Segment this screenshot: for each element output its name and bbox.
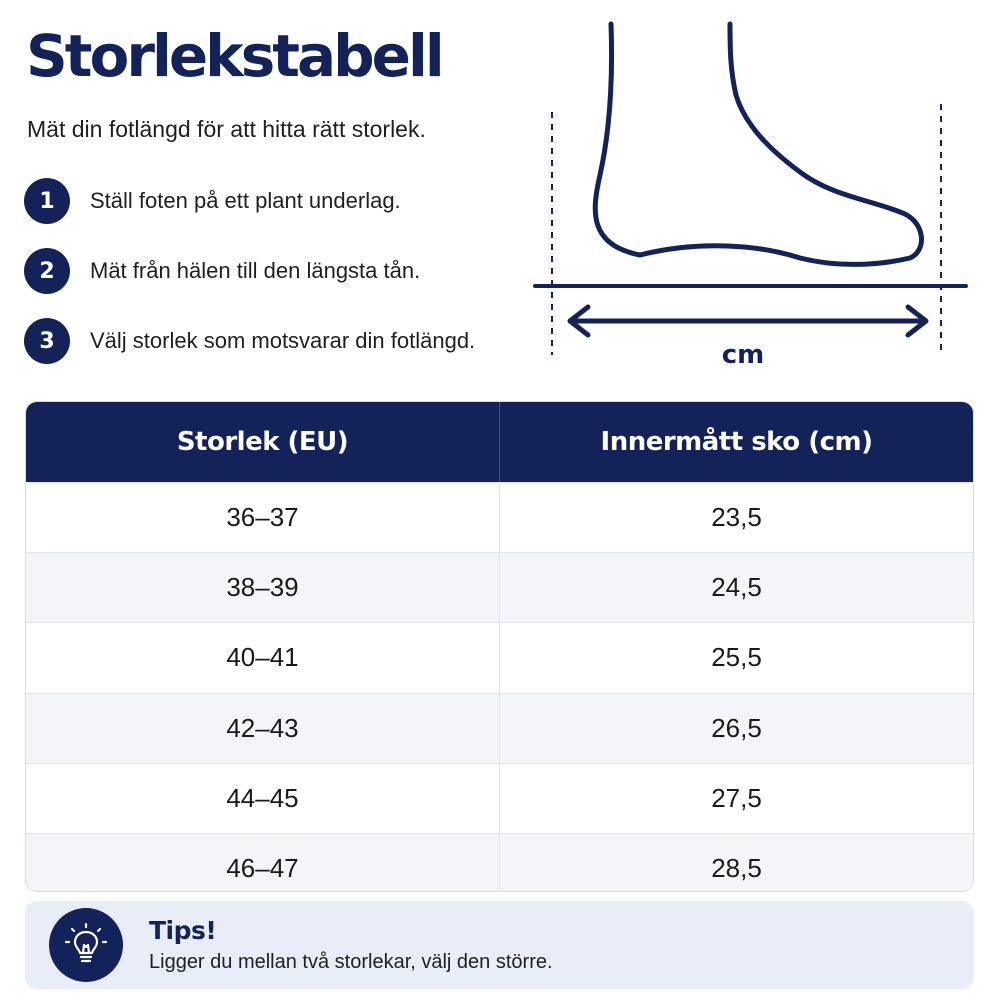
page-title: Storlekstabell — [26, 22, 445, 90]
table-row: 42–43 26,5 — [26, 692, 973, 763]
table-row: 36–37 23,5 — [26, 482, 973, 553]
step-item: 2 Mät från hälen till den längsta tån. — [24, 248, 544, 294]
cell-size: 38–39 — [226, 572, 299, 603]
step-text: Ställ foten på ett plant underlag. — [90, 188, 401, 213]
step-item: 3 Välj storlek som motsvarar din fotläng… — [24, 318, 544, 364]
step-text: Mät från hälen till den längsta tån. — [90, 258, 421, 283]
lightbulb-icon — [49, 908, 123, 982]
table-row: 46–47 28,5 — [26, 832, 973, 891]
cell-size: 44–45 — [226, 782, 299, 813]
cell-size: 46–47 — [226, 853, 299, 884]
cell-size: 42–43 — [226, 712, 299, 743]
tips-content: Tips! Ligger du mellan två storlekar, vä… — [149, 916, 553, 974]
table-row: 38–39 24,5 — [26, 552, 973, 623]
instruction-steps: 1 Ställ foten på ett plant underlag. 2 M… — [24, 178, 544, 388]
cell-size: 40–41 — [226, 642, 299, 673]
foot-measure-icon — [533, 21, 968, 355]
cell-length: 27,5 — [499, 763, 973, 833]
cell-length: 24,5 — [499, 553, 973, 623]
cell-length: 25,5 — [499, 623, 973, 693]
cell-length: 26,5 — [499, 693, 973, 763]
table-row: 40–41 25,5 — [26, 622, 973, 693]
tips-box: Tips! Ligger du mellan två storlekar, vä… — [25, 901, 974, 989]
measurement-unit-label: cm — [721, 340, 765, 370]
step-number-badge: 1 — [24, 178, 70, 224]
cell-size: 36–37 — [226, 502, 299, 533]
tips-text: Ligger du mellan två storlekar, välj den… — [149, 951, 553, 973]
step-item: 1 Ställ foten på ett plant underlag. — [24, 178, 544, 224]
step-number-badge: 2 — [24, 248, 70, 294]
tips-title: Tips! — [149, 916, 217, 945]
cell-length: 23,5 — [499, 483, 973, 553]
page-subtitle: Mät din fotlängd för att hitta rätt stor… — [27, 116, 426, 142]
cell-length: 28,5 — [499, 833, 973, 891]
size-table: Storlek (EU) Innermått sko (cm) 36–37 23… — [25, 401, 974, 892]
step-number-badge: 3 — [24, 318, 70, 364]
column-header-size: Storlek (EU) — [176, 427, 349, 457]
step-text: Välj storlek som motsvarar din fotlängd. — [90, 328, 476, 353]
table-header: Storlek (EU) Innermått sko (cm) — [26, 402, 973, 482]
column-header-inner-length: Innermått sko (cm) — [499, 402, 973, 482]
table-row: 44–45 27,5 — [26, 762, 973, 833]
